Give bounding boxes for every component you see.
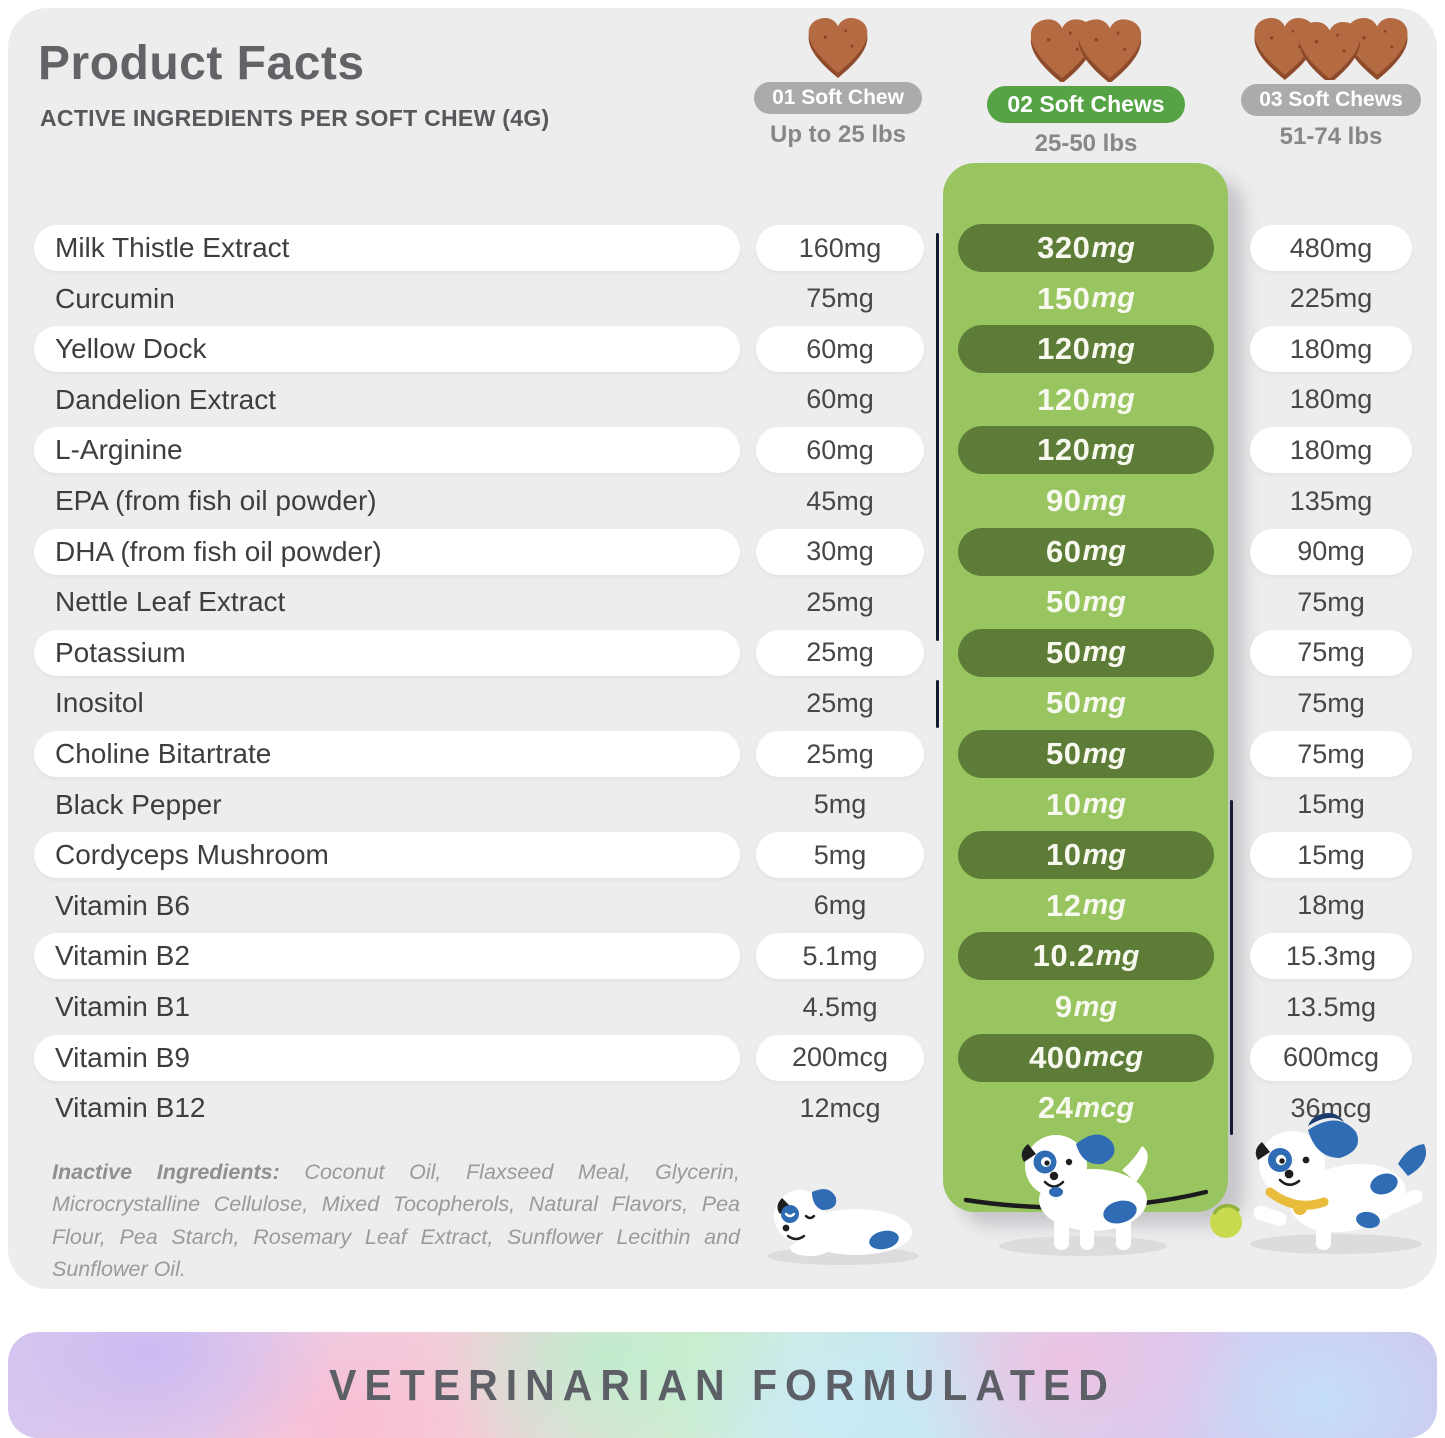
recommended-dose-value: 120 mg — [958, 325, 1214, 374]
dose-value: 15.3mg — [1250, 933, 1412, 980]
ingredient-name: Vitamin B6 — [55, 889, 190, 921]
recommended-dose-value: 90 mg — [1046, 483, 1126, 518]
recommended-dose-value: 10.2 mg — [958, 932, 1214, 981]
recommended-dose-value: 150 mg — [1037, 280, 1135, 316]
ingredient-name: Nettle Leaf Extract — [55, 586, 286, 618]
column-header-3-chews: 03 Soft Chews 51-74 lbs — [1221, 18, 1441, 151]
puppy-lying-icon — [767, 1189, 919, 1265]
dose-value: 75mg — [1250, 629, 1412, 676]
recommended-dose-value: 10 mg — [1046, 786, 1126, 822]
dose-value: 15mg — [1297, 789, 1365, 820]
weight-range-label: 51-74 lbs — [1279, 123, 1383, 150]
dose-value: 90mg — [1250, 528, 1412, 575]
recommended-dose-value: 50 mg — [1046, 685, 1126, 721]
inactive-ingredients: Inactive Ingredients: Coconut Oil, Flaxs… — [52, 1156, 740, 1285]
chew-heart-icon — [808, 18, 868, 78]
ingredient-name: Potassium — [34, 629, 740, 676]
dose-value: 135mg — [1289, 485, 1373, 516]
recommended-dose-value: 12 mg — [1046, 887, 1126, 923]
panel-sketch-border — [936, 680, 939, 728]
ingredient-name: Dandelion Extract — [55, 383, 277, 415]
weight-range-label: 25-50 lbs — [1034, 130, 1138, 157]
dose-value: 75mg — [1297, 586, 1365, 617]
ingredient-name: Vitamin B2 — [34, 933, 740, 980]
ingredient-name: DHA (from fish oil powder) — [34, 528, 740, 575]
recommended-dose-value: 10 mg — [958, 831, 1214, 880]
dose-badge: 02 Soft Chews — [987, 86, 1185, 123]
dose-value: 30mg — [756, 528, 924, 575]
dose-value: 75mg — [1297, 687, 1365, 718]
page-subtitle: ACTIVE INGREDIENTS PER SOFT CHEW (4G) — [40, 105, 550, 131]
dose-value: 25mg — [756, 629, 924, 676]
chew-heart-icon — [1030, 19, 1142, 82]
dose-value: 600mcg — [1250, 1034, 1412, 1081]
column-header-1-chew: 01 Soft Chew Up to 25 lbs — [728, 18, 948, 149]
page-title: Product Facts — [38, 37, 365, 90]
dose-badge: 03 Soft Chews — [1241, 84, 1421, 116]
dose-value: 480mg — [1250, 225, 1412, 271]
dose-badge: 01 Soft Chew — [754, 82, 922, 114]
recommended-dose-value: 120 mg — [1037, 381, 1135, 417]
dose-value: 13.5mg — [1285, 991, 1377, 1022]
recommended-dose-value: 120 mg — [958, 426, 1214, 475]
dose-value: 5mg — [756, 832, 924, 879]
ingredient-name: EPA (from fish oil powder) — [55, 485, 377, 516]
ingredient-name: Milk Thistle Extract — [34, 225, 740, 271]
banner-text: VETERINARIAN FORMULATED — [329, 1360, 1116, 1409]
inactive-ingredients-label: Inactive Ingredients: — [52, 1160, 280, 1184]
ingredient-name: Yellow Dock — [34, 326, 740, 373]
dose-value: 25mg — [756, 731, 924, 777]
dose-value: 160mg — [756, 225, 924, 271]
veterinarian-formulated-banner: VETERINARIAN FORMULATED — [8, 1332, 1437, 1438]
dose-value: 5.1mg — [756, 933, 924, 980]
dose-value: 180mg — [1250, 326, 1412, 373]
dose-value: 25mg — [806, 586, 874, 617]
puppy-running-icon — [1210, 1113, 1426, 1254]
recommended-dose-value: 50 mg — [958, 730, 1214, 778]
dose-value: 12mcg — [799, 1092, 881, 1123]
dose-value: 75mg — [806, 283, 874, 314]
dose-value: 6mg — [813, 890, 867, 921]
dose-value: 25mg — [806, 687, 874, 718]
panel-sketch-border — [936, 233, 939, 641]
ball-icon — [1210, 1203, 1242, 1238]
dose-value: 180mg — [1289, 384, 1373, 415]
ingredient-name: Curcumin — [55, 282, 175, 314]
ingredient-name: Inositol — [55, 687, 144, 719]
ingredient-name: L-Arginine — [34, 427, 740, 474]
dose-value: 200mcg — [756, 1034, 924, 1081]
dose-value: 45mg — [806, 485, 874, 516]
panel-sketch-border — [1230, 800, 1233, 1135]
ingredient-name: Cordyceps Mushroom — [34, 832, 740, 879]
inactive-ingredients-text: Coconut Oil, Flaxseed Meal, Glycerin, Mi… — [52, 1160, 740, 1281]
recommended-dose-value: 9 mg — [1054, 989, 1118, 1024]
recommended-dose-value: 50 mg — [1046, 584, 1126, 620]
weight-range-label: Up to 25 lbs — [769, 121, 907, 148]
recommended-dose-value: 400 mcg — [958, 1033, 1214, 1082]
dose-value: 5mg — [813, 789, 867, 820]
ingredient-name: Vitamin B12 — [55, 1092, 206, 1124]
dose-value: 180mg — [1250, 427, 1412, 474]
dose-value: 225mg — [1289, 283, 1373, 314]
dose-value: 60mg — [806, 384, 874, 415]
ingredient-name: Choline Bitartrate — [34, 731, 740, 777]
puppy-walking-icon — [999, 1134, 1167, 1256]
recommended-dose-value: 320 mg — [958, 224, 1214, 272]
ingredient-name: Vitamin B9 — [34, 1034, 740, 1081]
dose-value: 4.5mg — [802, 991, 878, 1022]
recommended-dose-value: 24 mcg — [1037, 1090, 1135, 1126]
dose-value: 18mg — [1297, 890, 1365, 921]
dose-value: 75mg — [1250, 731, 1412, 777]
dose-value: 60mg — [756, 427, 924, 474]
column-header-2-chews: 02 Soft Chews 25-50 lbs — [976, 18, 1196, 158]
recommended-dose-value: 50 mg — [958, 628, 1214, 677]
ingredient-name: Black Pepper — [55, 788, 222, 820]
chew-heart-icon — [1254, 18, 1408, 80]
dose-value: 15mg — [1250, 832, 1412, 879]
recommended-dose-value: 60 mg — [958, 527, 1214, 576]
ingredient-name: Vitamin B1 — [55, 991, 190, 1022]
dose-value: 60mg — [756, 326, 924, 373]
